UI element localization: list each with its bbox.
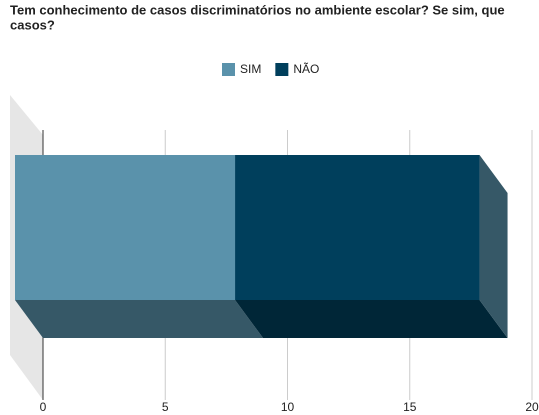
bar-bottom	[15, 300, 264, 338]
bar	[15, 155, 236, 300]
legend-swatch	[275, 63, 289, 76]
x-tick-label: 5	[162, 400, 169, 414]
legend-swatch	[222, 63, 235, 76]
x-tick-label: 10	[281, 400, 295, 414]
x-tick-label: 0	[40, 400, 47, 414]
bar	[235, 155, 480, 300]
legend-label: SIM	[240, 62, 261, 76]
chart-title-line-2: casos?	[10, 17, 55, 32]
bar-bottom	[235, 300, 508, 338]
x-tick-label: 15	[403, 400, 417, 414]
bar-end	[479, 155, 508, 338]
legend-label: NÃO	[293, 62, 319, 76]
chart-title-line-1: Tem conhecimento de casos discriminatóri…	[10, 2, 505, 17]
x-tick-label: 20	[525, 400, 539, 414]
